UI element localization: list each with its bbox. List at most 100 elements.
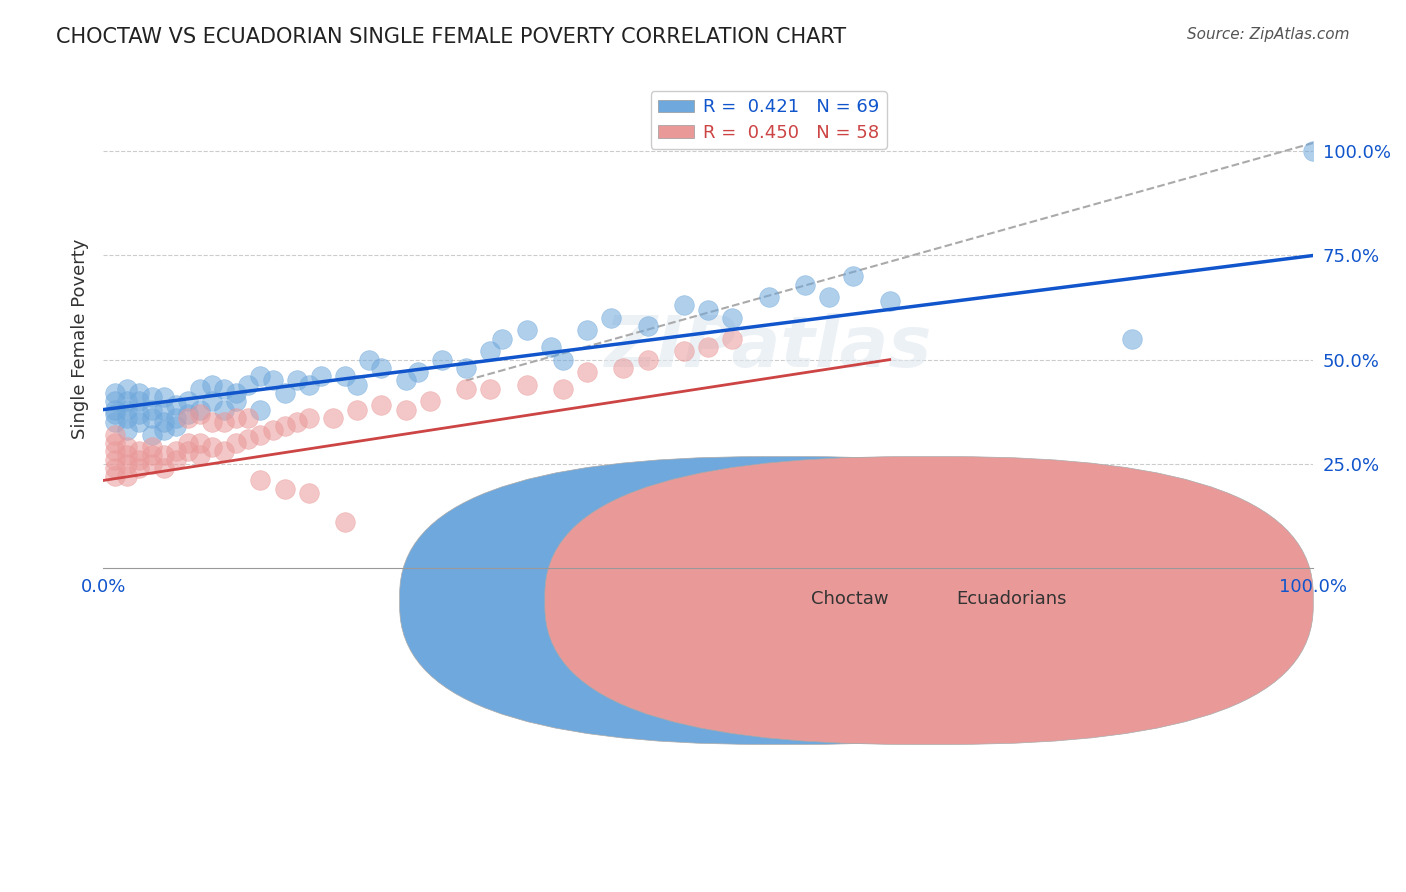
Point <box>333 369 356 384</box>
Point <box>370 399 392 413</box>
Point <box>152 402 174 417</box>
Point <box>225 436 247 450</box>
Point <box>249 427 271 442</box>
Point <box>104 444 127 458</box>
Point <box>395 374 418 388</box>
Point <box>516 323 538 337</box>
Point <box>117 382 139 396</box>
Point <box>165 444 187 458</box>
Point <box>188 382 211 396</box>
Point <box>128 444 150 458</box>
FancyBboxPatch shape <box>546 457 1313 745</box>
Point <box>697 340 720 354</box>
Point <box>201 440 224 454</box>
Point <box>117 402 139 417</box>
Point <box>117 457 139 471</box>
Point <box>117 440 139 454</box>
Point <box>152 449 174 463</box>
Point <box>637 352 659 367</box>
Point <box>479 344 502 359</box>
Point <box>104 452 127 467</box>
Point <box>758 290 780 304</box>
Point <box>212 444 235 458</box>
Point <box>273 386 295 401</box>
Text: ZIPatlas: ZIPatlas <box>605 313 932 383</box>
Point <box>322 411 344 425</box>
Point <box>612 361 634 376</box>
Point <box>141 440 163 454</box>
Point <box>285 415 308 429</box>
Point <box>333 515 356 529</box>
Y-axis label: Single Female Poverty: Single Female Poverty <box>72 238 89 439</box>
Point <box>249 369 271 384</box>
Point <box>117 449 139 463</box>
Point <box>165 452 187 467</box>
Point <box>346 377 368 392</box>
Point <box>456 361 478 376</box>
Point <box>104 407 127 421</box>
Point <box>165 411 187 425</box>
Point <box>430 352 453 367</box>
Point <box>177 407 200 421</box>
Point <box>298 377 321 392</box>
Point <box>177 436 200 450</box>
Point <box>298 486 321 500</box>
Point <box>177 411 200 425</box>
Point <box>395 402 418 417</box>
Point <box>117 411 139 425</box>
Point <box>600 310 623 325</box>
Point <box>273 482 295 496</box>
Point <box>128 386 150 401</box>
Point <box>141 411 163 425</box>
Point <box>721 310 744 325</box>
Point <box>225 411 247 425</box>
Point <box>540 340 562 354</box>
Point <box>152 390 174 404</box>
Text: Source: ZipAtlas.com: Source: ZipAtlas.com <box>1187 27 1350 42</box>
Point <box>212 402 235 417</box>
Point <box>238 411 260 425</box>
Point <box>298 411 321 425</box>
Point <box>165 399 187 413</box>
Point <box>104 436 127 450</box>
Point <box>249 474 271 488</box>
Point <box>491 332 513 346</box>
Text: Ecuadorians: Ecuadorians <box>956 591 1067 608</box>
Point <box>359 352 381 367</box>
Point <box>117 424 139 438</box>
Point <box>152 461 174 475</box>
Point <box>188 402 211 417</box>
Point <box>128 452 150 467</box>
Point <box>419 394 441 409</box>
Point <box>128 415 150 429</box>
Point <box>262 374 284 388</box>
Point <box>141 449 163 463</box>
Point <box>152 415 174 429</box>
Point <box>285 374 308 388</box>
Point <box>201 415 224 429</box>
Point <box>117 469 139 483</box>
Point <box>721 332 744 346</box>
Point <box>225 386 247 401</box>
Legend: R =  0.421   N = 69, R =  0.450   N = 58: R = 0.421 N = 69, R = 0.450 N = 58 <box>651 91 887 149</box>
Point <box>177 394 200 409</box>
Point <box>104 394 127 409</box>
Point <box>370 361 392 376</box>
Point <box>177 444 200 458</box>
Point <box>879 294 901 309</box>
Point <box>141 457 163 471</box>
Point <box>576 323 599 337</box>
Point <box>238 432 260 446</box>
Point <box>188 449 211 463</box>
Point <box>128 407 150 421</box>
Point <box>128 461 150 475</box>
Point <box>697 302 720 317</box>
Text: CHOCTAW VS ECUADORIAN SINGLE FEMALE POVERTY CORRELATION CHART: CHOCTAW VS ECUADORIAN SINGLE FEMALE POVE… <box>56 27 846 46</box>
Point <box>406 365 429 379</box>
Point <box>346 402 368 417</box>
Point <box>128 394 150 409</box>
Point <box>104 469 127 483</box>
Point <box>188 436 211 450</box>
Point <box>141 390 163 404</box>
Point <box>842 269 865 284</box>
